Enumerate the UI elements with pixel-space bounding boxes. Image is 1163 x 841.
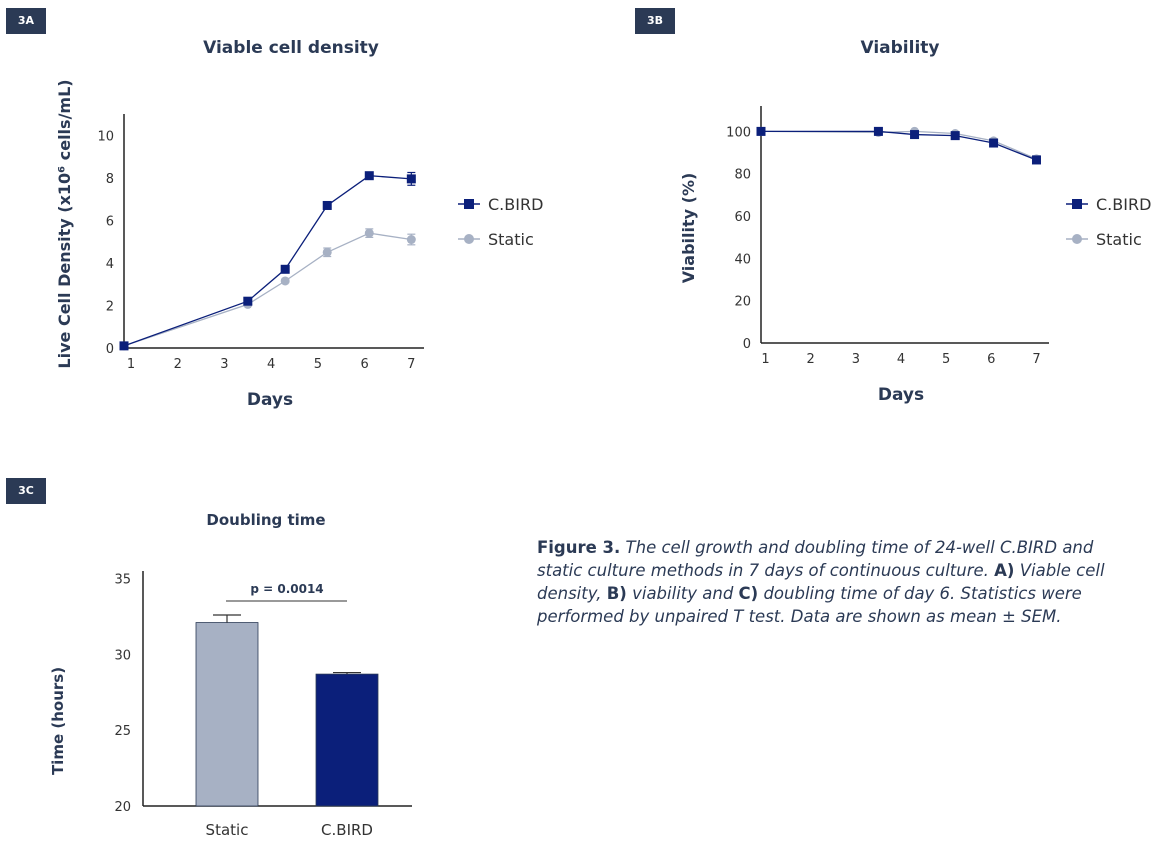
data-point-cbird bbox=[364, 171, 374, 181]
x-tick-label: 2 bbox=[807, 352, 815, 367]
x-tick-label: 1 bbox=[761, 352, 769, 367]
data-point-cbird bbox=[1031, 155, 1041, 165]
data-point-cbird bbox=[243, 296, 253, 306]
data-point-static bbox=[322, 247, 332, 257]
caption-text-4: doubling time of day 6. Statistics were … bbox=[537, 584, 1082, 626]
x-tick-label: 7 bbox=[407, 357, 415, 372]
caption-text-2: Viable cell density, bbox=[537, 561, 1105, 603]
y-tick-label: 20 bbox=[114, 800, 131, 815]
y-tick-label: 10 bbox=[97, 129, 114, 144]
x-axis-label: Days bbox=[878, 385, 924, 405]
series-line-static bbox=[760, 130, 1037, 160]
x-axis-label: Days bbox=[247, 390, 293, 410]
series-line-cbird bbox=[761, 130, 1037, 161]
x-tick-label: 7 bbox=[1032, 352, 1040, 367]
series-line-static bbox=[123, 232, 412, 347]
y-tick-label: 60 bbox=[734, 210, 751, 225]
x-tick-label: Static bbox=[206, 821, 249, 839]
bar-cbird bbox=[315, 673, 379, 807]
data-point-static bbox=[280, 276, 290, 286]
panel-tag-3a: 3A bbox=[6, 8, 46, 34]
y-tick-label: 35 bbox=[114, 573, 131, 588]
data-point-cbird bbox=[280, 264, 290, 274]
y-tick-label: 80 bbox=[734, 168, 751, 183]
panel-tag-3b: 3B bbox=[635, 8, 675, 34]
x-tick-label: 3 bbox=[852, 352, 860, 367]
legend-label: C.BIRD bbox=[1096, 195, 1151, 214]
caption-a: A) bbox=[994, 561, 1015, 580]
bar-static bbox=[195, 622, 259, 807]
figure-caption: Figure 3. The cell growth and doubling t… bbox=[537, 536, 1137, 628]
chart-title-3b: Viability bbox=[860, 38, 940, 58]
data-point-cbird bbox=[322, 200, 332, 210]
y-tick-label: 30 bbox=[114, 648, 131, 663]
data-point-static bbox=[406, 235, 416, 245]
x-tick-label: 1 bbox=[127, 357, 135, 372]
y-tick-label: 40 bbox=[734, 252, 751, 267]
x-tick-label: 5 bbox=[314, 357, 322, 372]
data-point-cbird bbox=[910, 130, 920, 140]
y-tick-label: 8 bbox=[106, 172, 114, 187]
series-line-cbird bbox=[123, 175, 412, 347]
x-tick-label: 2 bbox=[174, 357, 182, 372]
x-tick-label: 3 bbox=[220, 357, 228, 372]
legend-label: C.BIRD bbox=[488, 195, 543, 214]
x-tick-label: 4 bbox=[267, 357, 275, 372]
caption-lead: Figure 3. bbox=[537, 538, 621, 557]
y-tick-label: 0 bbox=[743, 337, 751, 352]
data-point-cbird bbox=[406, 174, 416, 184]
data-point-cbird bbox=[119, 341, 129, 351]
x-tick-label: 4 bbox=[897, 352, 905, 367]
caption-b: B) bbox=[606, 584, 627, 603]
data-point-static bbox=[364, 228, 374, 238]
data-point-cbird bbox=[873, 126, 883, 136]
x-tick-label: 6 bbox=[987, 352, 995, 367]
x-tick-label: C.BIRD bbox=[321, 821, 373, 839]
caption-text-1: The cell growth and doubling time of 24-… bbox=[537, 538, 1094, 580]
legend-marker-square bbox=[1072, 199, 1082, 209]
panel-tag-3c: 3C bbox=[6, 478, 46, 504]
y-tick-label: 6 bbox=[106, 214, 114, 229]
data-point-cbird bbox=[756, 126, 766, 136]
y-tick-label: 20 bbox=[734, 295, 751, 310]
p-value-label: p = 0.0014 bbox=[250, 582, 323, 596]
y-tick-label: 25 bbox=[114, 724, 131, 739]
y-axis-label: Time (hours) bbox=[49, 667, 67, 775]
legend-label: Static bbox=[1096, 230, 1142, 249]
x-tick-label: 5 bbox=[942, 352, 950, 367]
data-point-cbird bbox=[950, 131, 960, 141]
x-tick-label: 6 bbox=[360, 357, 368, 372]
chart-title-3a: Viable cell density bbox=[203, 38, 379, 58]
caption-text-3: viability and bbox=[626, 584, 739, 603]
caption-c: C) bbox=[738, 584, 759, 603]
y-tick-label: 100 bbox=[726, 125, 751, 140]
y-tick-label: 4 bbox=[106, 257, 114, 272]
y-tick-label: 2 bbox=[106, 299, 114, 314]
legend-marker-circle bbox=[1072, 234, 1082, 244]
legend-marker-square bbox=[464, 199, 474, 209]
y-axis-label: Viability (%) bbox=[679, 173, 698, 284]
legend-label: Static bbox=[488, 230, 534, 249]
data-point-cbird bbox=[989, 138, 999, 148]
y-tick-label: 0 bbox=[106, 342, 114, 357]
chart-title-3c: Doubling time bbox=[206, 511, 326, 529]
y-axis-label: Live Cell Density (x10⁶ cells/mL) bbox=[55, 79, 74, 368]
legend-marker-circle bbox=[464, 234, 474, 244]
